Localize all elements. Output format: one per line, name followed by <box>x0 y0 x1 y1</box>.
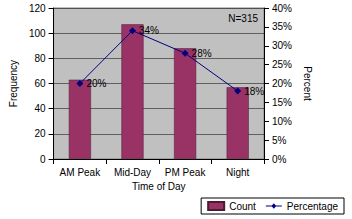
svg-text:0%: 0% <box>272 154 287 165</box>
svg-text:30%: 30% <box>272 40 292 51</box>
svg-text:Percent: Percent <box>302 66 313 101</box>
svg-text:PM Peak: PM Peak <box>165 167 207 178</box>
svg-text:80: 80 <box>34 53 46 64</box>
svg-text:40%: 40% <box>272 3 292 14</box>
svg-text:0: 0 <box>40 154 46 165</box>
svg-text:Count: Count <box>229 201 256 212</box>
svg-text:Night: Night <box>226 167 250 178</box>
svg-text:40: 40 <box>34 103 46 114</box>
svg-text:Percentage: Percentage <box>287 201 339 212</box>
svg-text:34%: 34% <box>139 25 159 36</box>
svg-text:5%: 5% <box>272 135 287 146</box>
svg-text:60: 60 <box>34 78 46 89</box>
svg-text:10%: 10% <box>272 116 292 127</box>
svg-text:AM Peak: AM Peak <box>60 167 102 178</box>
svg-text:18%: 18% <box>244 86 264 97</box>
svg-text:15%: 15% <box>272 97 292 108</box>
svg-text:25%: 25% <box>272 59 292 70</box>
svg-text:Frequency: Frequency <box>8 60 19 107</box>
svg-text:20%: 20% <box>272 78 292 89</box>
svg-text:20%: 20% <box>86 78 106 89</box>
svg-text:N=315: N=315 <box>228 13 258 24</box>
svg-text:28%: 28% <box>192 48 212 59</box>
svg-text:120: 120 <box>29 3 46 14</box>
svg-text:20: 20 <box>34 128 46 139</box>
svg-text:Mid-Day: Mid-Day <box>114 167 151 178</box>
svg-text:Time of Day: Time of Day <box>132 181 186 192</box>
svg-text:100: 100 <box>29 28 46 39</box>
svg-text:35%: 35% <box>272 21 292 32</box>
